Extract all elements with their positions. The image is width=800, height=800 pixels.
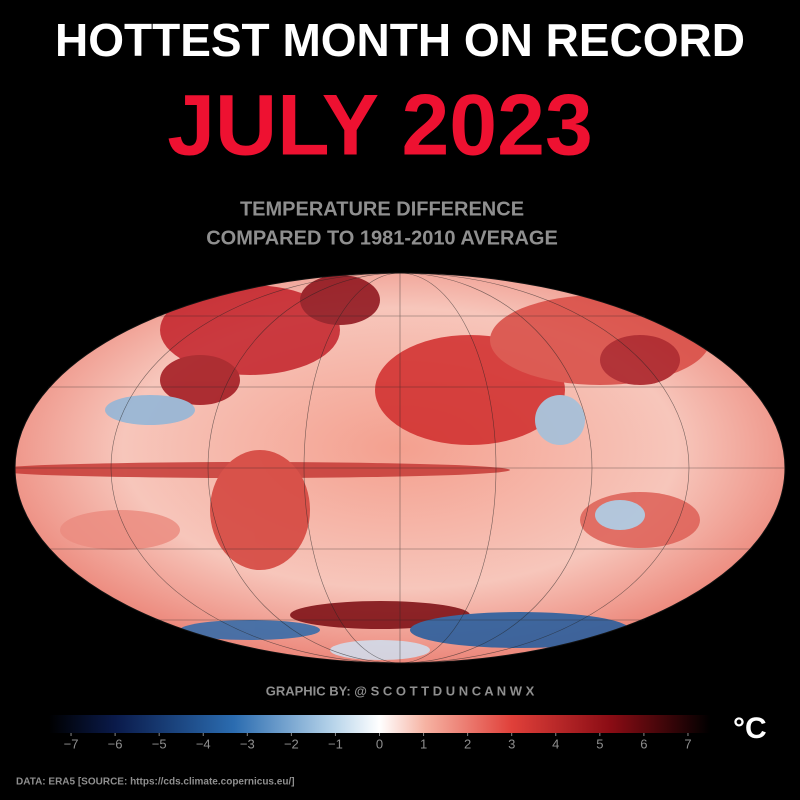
colorbar-ticks: −7 −6 −5 −4 −3 −2 −1 0 1 2 3 4 5 6 7	[64, 733, 692, 751]
colorbar	[49, 715, 710, 733]
tick-label: −5	[152, 736, 167, 751]
subtitle: COMPARED TO 1981-2010 AVERAGE	[206, 227, 558, 249]
tick-label: 5	[596, 736, 603, 751]
subtitle: TEMPERATURE DIFFERENCE	[240, 198, 524, 220]
title: HOTTEST MONTH ON RECORD	[55, 14, 745, 66]
tick-label: 6	[640, 736, 647, 751]
tick-label: 0	[376, 736, 383, 751]
tick-label: −4	[196, 736, 211, 751]
map	[14, 272, 786, 664]
tick-label: 3	[508, 736, 515, 751]
source: DATA: ERA5 [SOURCE: https://cds.climate.…	[16, 777, 295, 788]
tick-label: 2	[464, 736, 471, 751]
tick-label: 1	[420, 736, 427, 751]
tick-label: −6	[108, 736, 123, 751]
month: JULY 2023	[167, 78, 593, 174]
unit: °C	[733, 712, 767, 745]
tick-label: −3	[240, 736, 255, 751]
tick-label: −7	[64, 736, 79, 751]
tick-label: −1	[328, 736, 343, 751]
tick-label: −2	[284, 736, 299, 751]
tick-label: 4	[552, 736, 559, 751]
credit: GRAPHIC BY: @ S C O T T D U N C A N W X	[266, 683, 535, 698]
tick-label: 7	[684, 736, 691, 751]
